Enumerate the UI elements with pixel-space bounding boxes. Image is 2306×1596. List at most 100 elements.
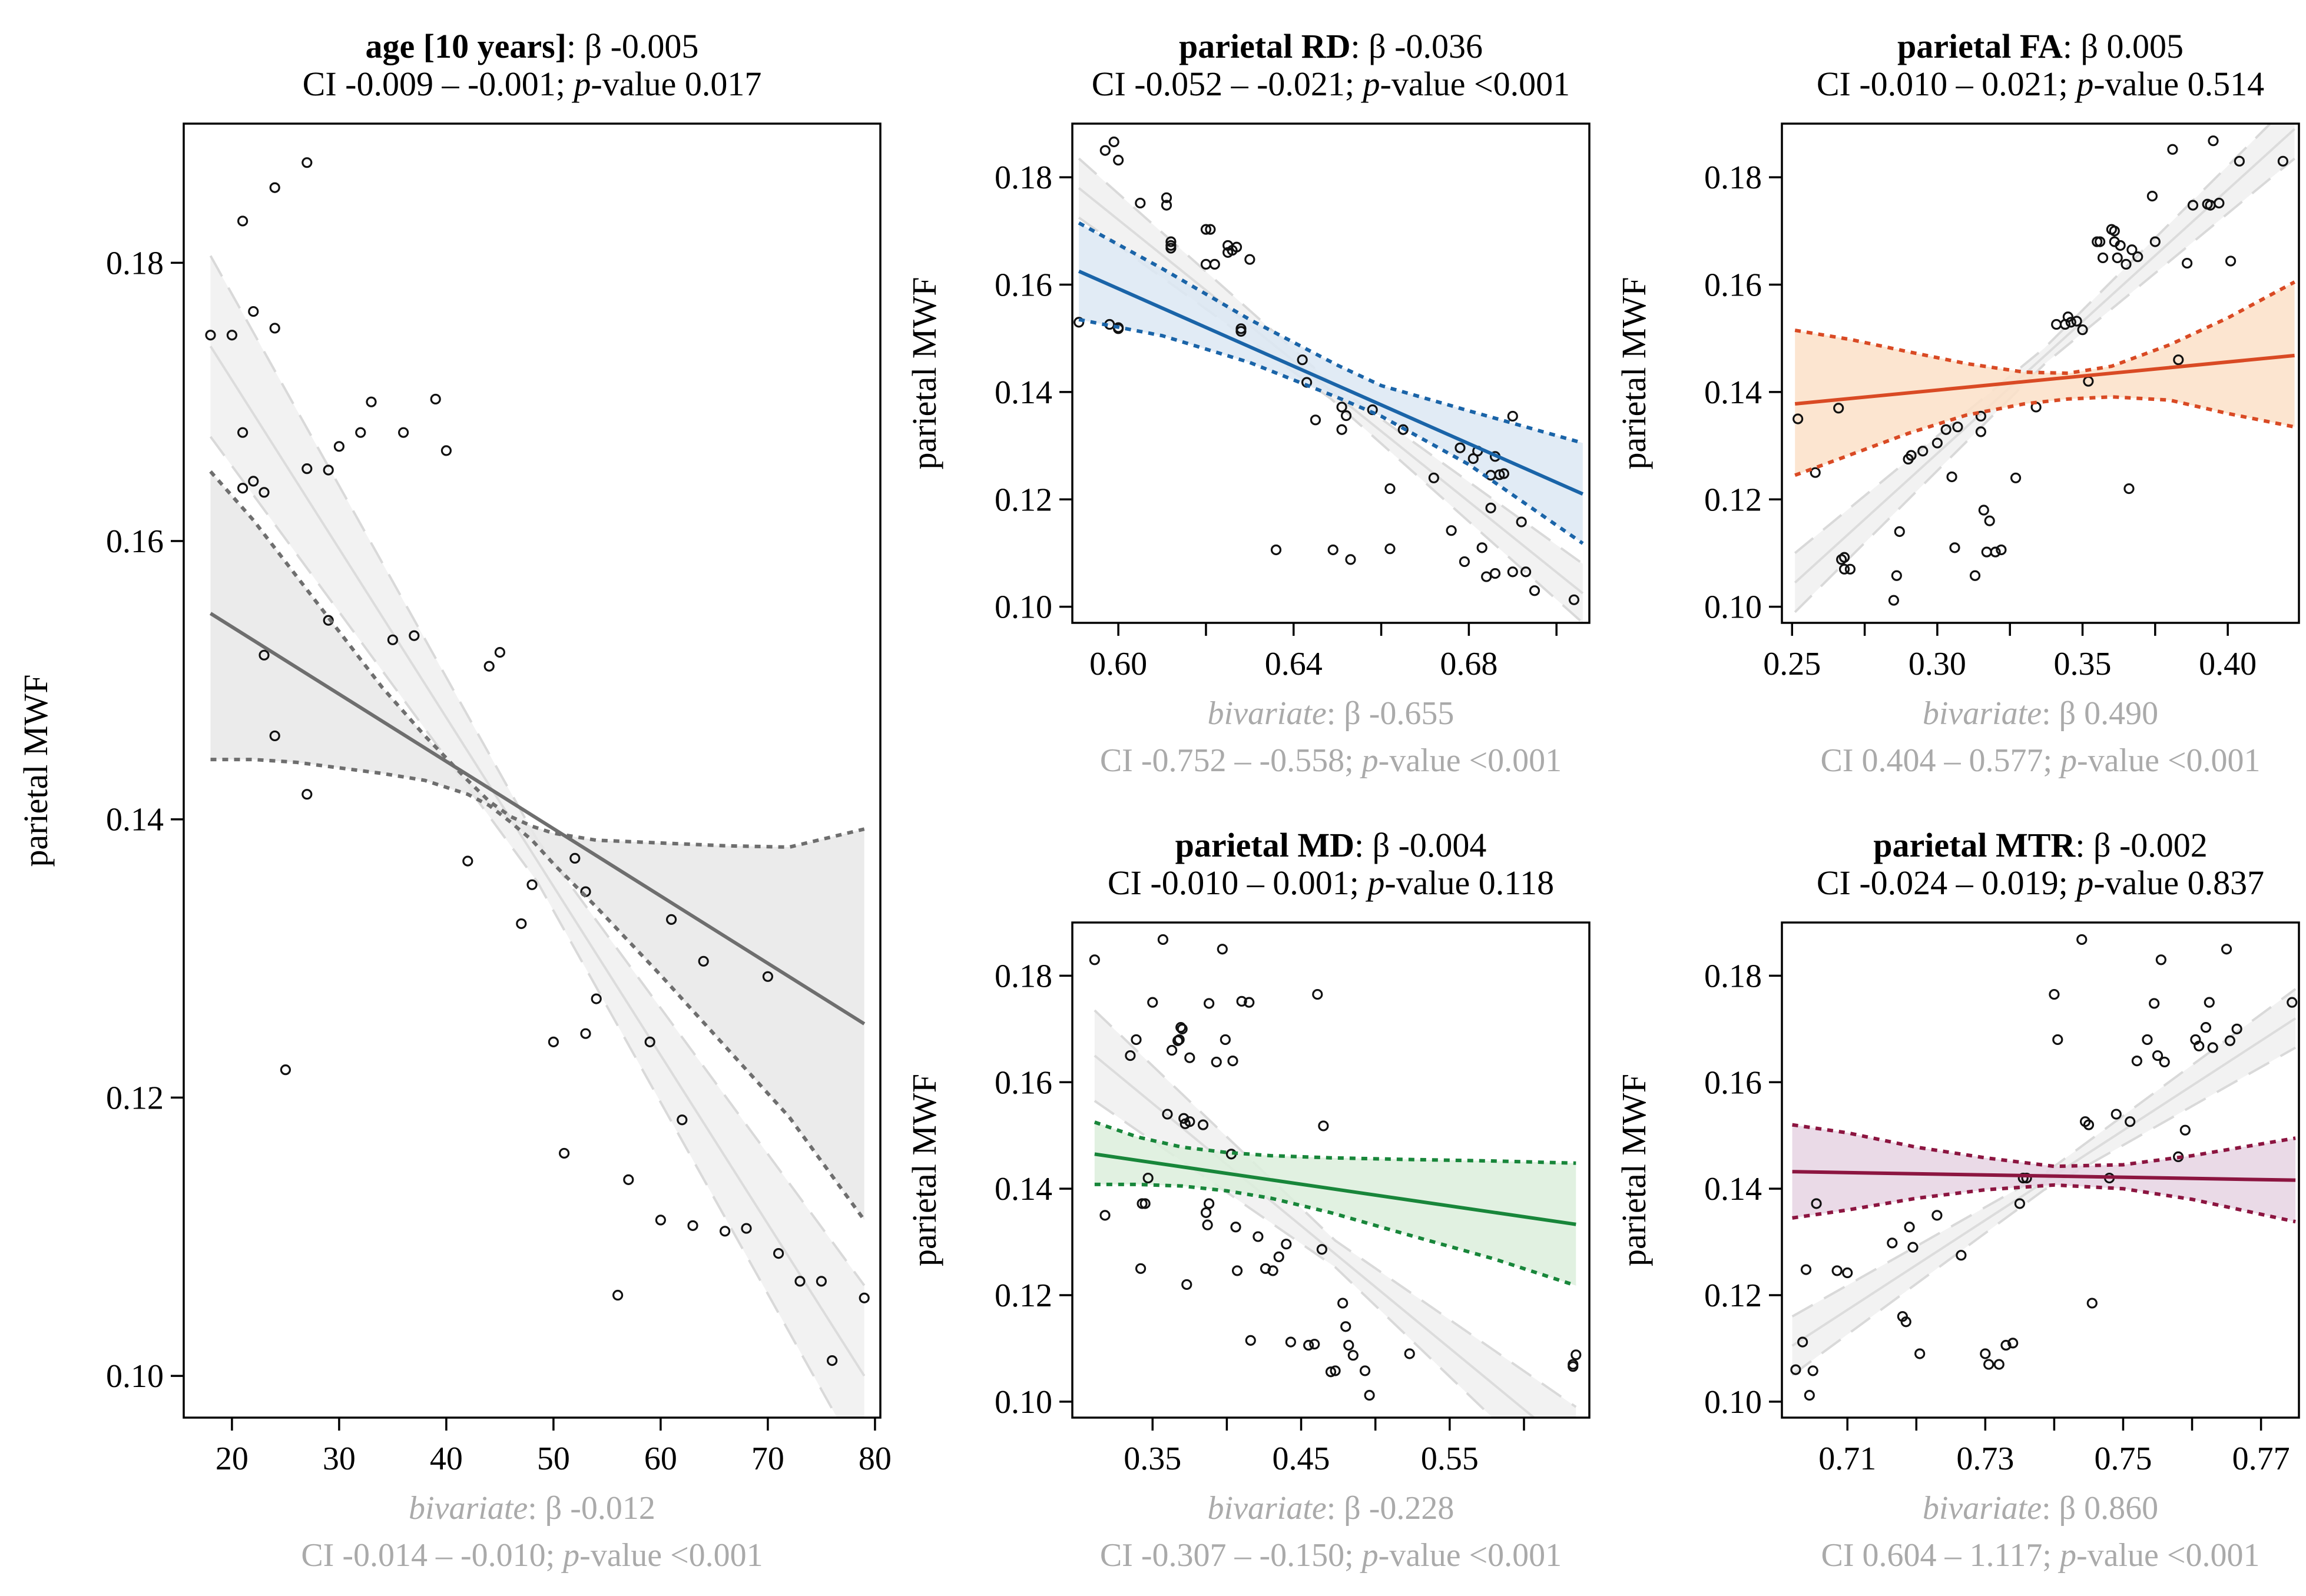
y-tick-label: 0.14 xyxy=(1704,1171,1762,1207)
adjusted-ci-upper xyxy=(1794,280,2296,376)
data-point xyxy=(1811,1198,1822,1209)
data-point xyxy=(1498,468,1510,479)
panel-title: parietal FA: β 0.005 xyxy=(1897,27,2184,65)
data-point xyxy=(826,1355,838,1366)
data-point xyxy=(1481,571,1492,582)
data-point xyxy=(1174,1034,1185,1046)
data-point xyxy=(2277,155,2288,167)
data-point xyxy=(1099,145,1111,156)
data-point xyxy=(2051,318,2062,330)
plot-area-rd xyxy=(1074,136,1584,623)
x-tick-label: 0.64 xyxy=(1265,646,1323,682)
data-point xyxy=(1907,1242,1919,1253)
data-point xyxy=(2149,236,2161,247)
data-point xyxy=(1281,1239,1292,1250)
adjusted-ci-band xyxy=(210,471,864,1220)
y-tick-label: 0.14 xyxy=(106,802,164,838)
data-point xyxy=(1340,1321,1351,1332)
data-point xyxy=(1838,563,1850,575)
data-point xyxy=(1200,258,1212,270)
y-axis-label: parietal MWF xyxy=(16,675,55,867)
x-tick-label: 0.55 xyxy=(1421,1441,1479,1477)
data-point xyxy=(1969,570,1981,581)
data-point xyxy=(1359,1365,1371,1376)
data-point xyxy=(2000,1339,2012,1351)
data-point xyxy=(333,441,345,452)
bivariate-band xyxy=(1795,124,2295,612)
y-axis-label: parietal MWF xyxy=(905,1074,943,1266)
data-point xyxy=(1384,543,1396,555)
bivariate-ci-pvalue: CI -0.307 – -0.150; p-value <0.001 xyxy=(1100,1537,1562,1574)
data-point xyxy=(237,215,249,227)
y-tick-label: 0.16 xyxy=(995,1064,1052,1101)
data-point xyxy=(1327,544,1338,556)
data-point xyxy=(237,483,249,494)
data-point xyxy=(2287,997,2298,1008)
y-tick-label: 0.16 xyxy=(995,267,1052,304)
data-point xyxy=(1131,1034,1142,1046)
data-point xyxy=(1209,258,1220,270)
data-point xyxy=(1325,1366,1337,1378)
data-point xyxy=(355,427,366,438)
panel-ci-pvalue: CI -0.024 – 0.019; p-value 0.837 xyxy=(1817,864,2264,902)
data-point xyxy=(1485,502,1496,513)
data-point xyxy=(1204,1198,1215,1209)
data-point xyxy=(2052,1034,2063,1046)
plot-frame xyxy=(1781,122,2300,624)
data-point xyxy=(1454,442,1466,453)
bivariate-band xyxy=(1094,1010,1576,1418)
bivariate-upper-bound xyxy=(1094,1009,1577,1408)
data-point xyxy=(301,157,313,168)
data-point xyxy=(1790,1364,1801,1375)
y-tick-label: 0.10 xyxy=(1704,1384,1762,1421)
data-point xyxy=(2131,1056,2142,1067)
data-point xyxy=(2076,934,2088,945)
x-tick-label: 0.75 xyxy=(2094,1441,2152,1477)
data-point xyxy=(2049,988,2060,1000)
x-tick-label: 0.60 xyxy=(1089,646,1147,682)
adjusted-ci-band xyxy=(1094,1122,1576,1286)
data-point xyxy=(1157,934,1169,945)
bivariate-lower-bound xyxy=(1791,1046,2297,1376)
data-point xyxy=(226,330,237,341)
data-point xyxy=(2110,1109,2122,1120)
data-point xyxy=(1831,1265,1843,1276)
data-point xyxy=(2115,240,2126,251)
data-point xyxy=(1236,996,1247,1007)
data-point xyxy=(2109,225,2120,237)
data-point xyxy=(1310,414,1321,426)
data-point xyxy=(2173,354,2184,366)
panel-title: parietal MTR: β -0.002 xyxy=(1873,826,2208,864)
data-point xyxy=(1177,1023,1188,1034)
bivariate-upper-bound xyxy=(209,255,866,1286)
data-point xyxy=(1197,1119,1209,1130)
data-point xyxy=(259,487,270,498)
data-point xyxy=(1931,437,1943,449)
data-point xyxy=(397,427,409,438)
data-point xyxy=(1303,1339,1314,1351)
data-point xyxy=(1900,1316,1911,1328)
data-point xyxy=(2095,236,2106,247)
data-point xyxy=(1270,544,1282,556)
data-point xyxy=(1175,1022,1187,1033)
data-point xyxy=(366,396,377,407)
data-point xyxy=(1245,1335,1256,1346)
data-point xyxy=(1494,469,1505,480)
data-point xyxy=(2086,1298,2098,1309)
data-point xyxy=(1914,1348,1926,1359)
data-point xyxy=(1571,1349,1582,1361)
x-tick-label: 0.68 xyxy=(1440,646,1497,682)
data-point xyxy=(1089,954,1100,965)
adjusted-fit-line xyxy=(1078,270,1584,496)
data-point xyxy=(1343,1339,1354,1351)
adjusted-ci-lower xyxy=(1078,317,1584,545)
data-point xyxy=(1312,988,1323,1000)
data-point xyxy=(1297,354,1308,366)
data-point xyxy=(1810,467,1821,478)
data-point xyxy=(2179,1124,2191,1136)
data-point xyxy=(2083,1119,2095,1130)
data-point xyxy=(269,730,280,742)
data-point xyxy=(1340,410,1352,422)
data-point xyxy=(2204,997,2215,1008)
data-point xyxy=(548,1036,559,1047)
